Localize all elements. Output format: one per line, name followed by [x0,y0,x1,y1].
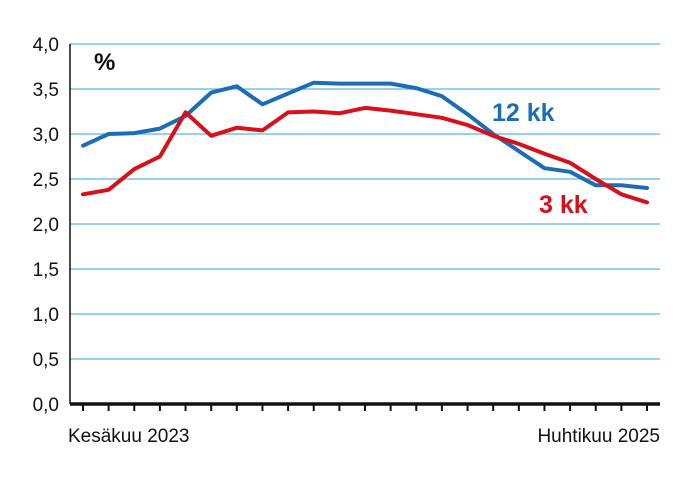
y-tick-label: 1,5 [33,260,59,281]
y-tick-label: 1,0 [33,305,59,326]
series-line-12-kk [81,80,649,190]
y-tick-label: 4,0 [33,35,59,56]
x-axis-start-label: Kesäkuu 2023 [68,426,190,447]
series-label-12-kk: 12 kk [492,99,555,127]
x-axis [69,44,660,411]
y-tick-label: 3,0 [33,125,59,146]
series-line-3-kk [81,105,649,205]
series-label-3-kk: 3 kk [539,191,588,219]
y-tick-label: 3,5 [33,80,59,101]
y-tick-label: 2,0 [33,215,59,236]
y-tick-label: 0,5 [33,350,59,371]
y-axis-tick-labels: 0,0 0,5 1,0 1,5 2,0 2,5 3,0 3,5 4,0 [33,35,59,416]
unit-label: % [94,49,115,76]
y-tick-label: 0,0 [33,395,59,416]
x-axis-end-label: Huhtikuu 2025 [537,426,660,447]
series-lines [81,80,649,205]
y-tick-label: 2,5 [33,170,59,191]
grid-lines [70,43,660,360]
